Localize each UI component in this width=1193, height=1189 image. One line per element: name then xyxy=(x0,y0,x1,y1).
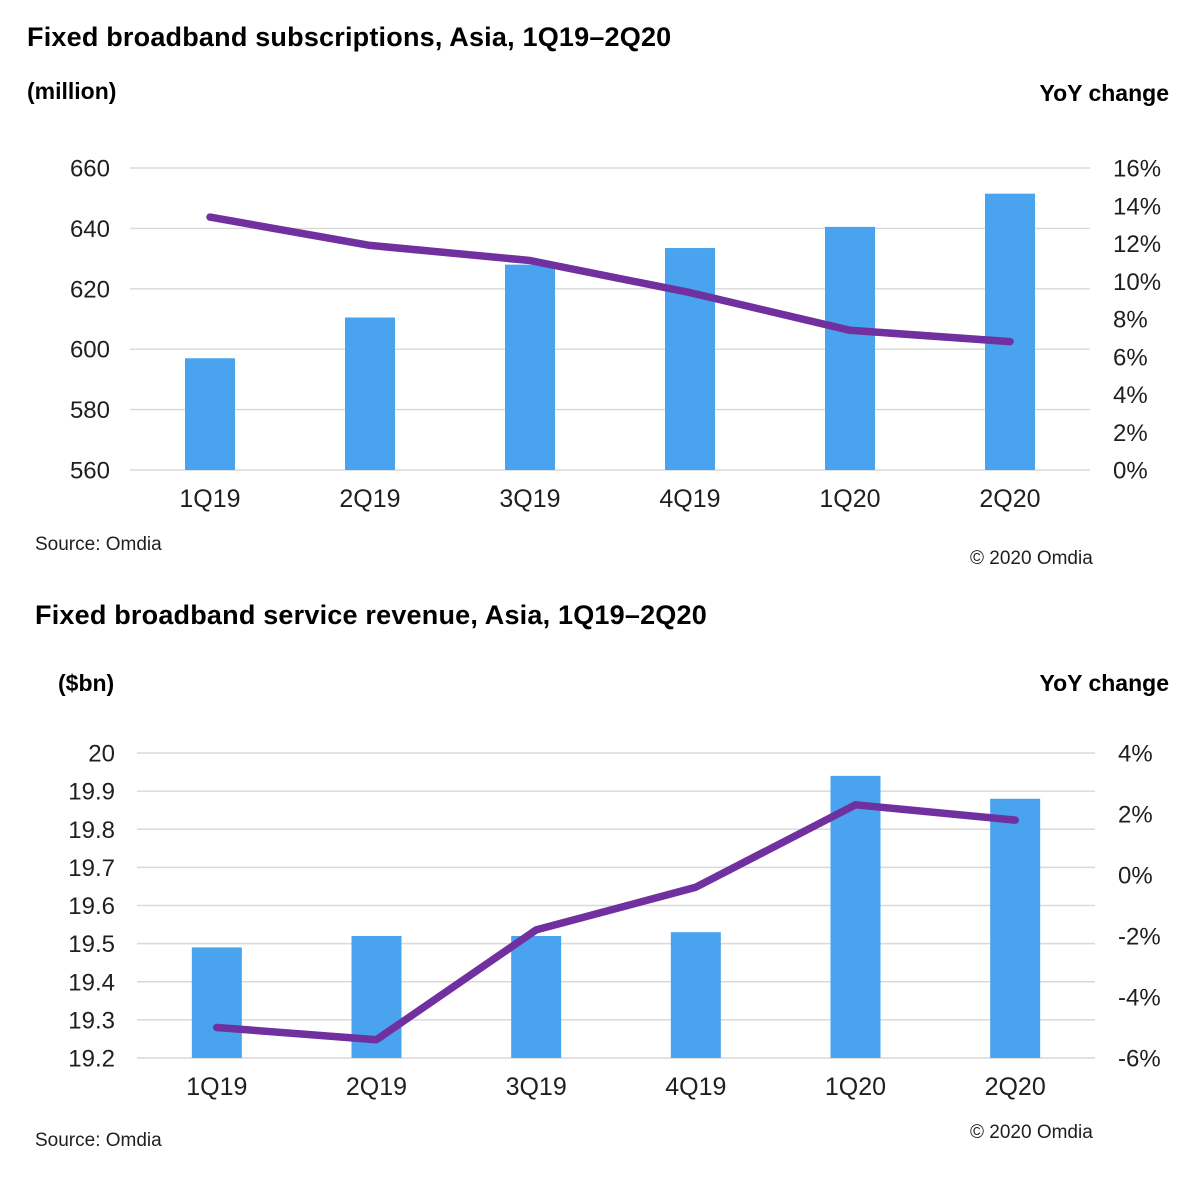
chart2-left-axis-title: ($bn) xyxy=(58,670,115,696)
left-axis-tick-label: 620 xyxy=(70,276,110,303)
category-label: 2Q20 xyxy=(985,1073,1046,1101)
right-axis-tick-label: 8% xyxy=(1113,307,1148,334)
right-axis-tick-label: 2% xyxy=(1118,802,1153,829)
left-axis-tick-label: 19.9 xyxy=(68,779,115,806)
chart1-right-axis-title: YoY change xyxy=(1039,80,1169,106)
chart1-source: Source: Omdia xyxy=(35,534,162,555)
chart1-subscriptions-plot: 660 640 620 600 580 560 16% 14% 12% 10% 8% 6% 4% 2% 0%… xyxy=(70,156,1161,514)
category-label: 1Q19 xyxy=(186,1073,247,1101)
left-axis-tick-label: 20 xyxy=(88,741,115,768)
left-axis-tick-label: 600 xyxy=(70,337,110,364)
left-axis-tick-label: 19.5 xyxy=(68,931,115,958)
bar-1Q20 xyxy=(830,775,881,1058)
category-label: 1Q20 xyxy=(819,485,880,513)
bar-1Q20 xyxy=(825,226,875,470)
category-label: 2Q20 xyxy=(979,485,1040,513)
left-axis-tick-label: 580 xyxy=(70,397,110,424)
chart1-title: Fixed broadband subscriptions, Asia, 1Q1… xyxy=(27,22,672,52)
bar-2Q19 xyxy=(345,317,395,470)
category-label: 3Q19 xyxy=(499,485,560,513)
right-axis-tick-label: 6% xyxy=(1113,344,1148,371)
right-axis-tick-label: 14% xyxy=(1113,193,1161,220)
chart1-left-axis-title: (million) xyxy=(27,78,117,104)
chart2-copyright: © 2020 Omdia xyxy=(970,1122,1093,1143)
bar-1Q19 xyxy=(185,358,235,470)
right-axis-tick-label: 4% xyxy=(1118,741,1153,768)
right-axis-tick-label: -2% xyxy=(1118,924,1161,951)
left-axis-tick-label: 640 xyxy=(70,216,110,243)
yoy-change-line xyxy=(206,213,1014,346)
category-label: 4Q19 xyxy=(659,485,720,513)
category-label: 2Q19 xyxy=(339,485,400,513)
category-label: 1Q19 xyxy=(179,485,240,513)
chart2-title: Fixed broadband service revenue, Asia, 1… xyxy=(35,600,707,630)
bar-2Q20 xyxy=(985,193,1035,471)
left-axis-tick-label: 19.7 xyxy=(68,855,115,882)
left-axis-tick-label: 19.8 xyxy=(68,817,115,844)
right-axis-tick-label: 16% xyxy=(1113,156,1161,183)
left-axis-tick-label: 19.3 xyxy=(68,1007,115,1034)
bar-1Q19 xyxy=(191,947,242,1058)
bar-3Q19 xyxy=(505,264,555,470)
chart2-revenue-plot: 20 19.9 19.8 19.7 19.6 19.5 19.4 19.3 19.2 4% 2% 0%… xyxy=(68,741,1161,1102)
right-axis-tick-label: 4% xyxy=(1113,382,1148,409)
category-label: 4Q19 xyxy=(665,1073,726,1101)
right-axis-tick-label: 0% xyxy=(1118,863,1153,890)
category-label: 3Q19 xyxy=(506,1073,567,1101)
left-axis-tick-label: 660 xyxy=(70,156,110,183)
left-axis-tick-label: 560 xyxy=(70,458,110,485)
bar-3Q19 xyxy=(511,936,562,1058)
bar-4Q19 xyxy=(670,932,721,1058)
right-axis-tick-label: 0% xyxy=(1113,458,1148,485)
right-axis-tick-label: 10% xyxy=(1113,269,1161,296)
right-axis-tick-label: 12% xyxy=(1113,231,1161,258)
chart1-copyright: © 2020 Omdia xyxy=(970,548,1093,569)
yoy-change-line xyxy=(213,801,1019,1044)
category-label: 2Q19 xyxy=(346,1073,407,1101)
right-axis-tick-label: -6% xyxy=(1118,1046,1161,1073)
bar-4Q19 xyxy=(665,248,715,470)
left-axis-tick-label: 19.6 xyxy=(68,893,115,920)
right-axis-tick-label: 2% xyxy=(1113,420,1148,447)
category-label: 1Q20 xyxy=(825,1073,886,1101)
right-axis-tick-label: -4% xyxy=(1118,985,1161,1012)
bar-2Q20 xyxy=(990,798,1041,1058)
chart2-right-axis-title: YoY change xyxy=(1039,670,1169,696)
left-axis-tick-label: 19.2 xyxy=(68,1046,115,1073)
chart2-source: Source: Omdia xyxy=(35,1130,162,1151)
left-axis-tick-label: 19.4 xyxy=(68,969,115,996)
